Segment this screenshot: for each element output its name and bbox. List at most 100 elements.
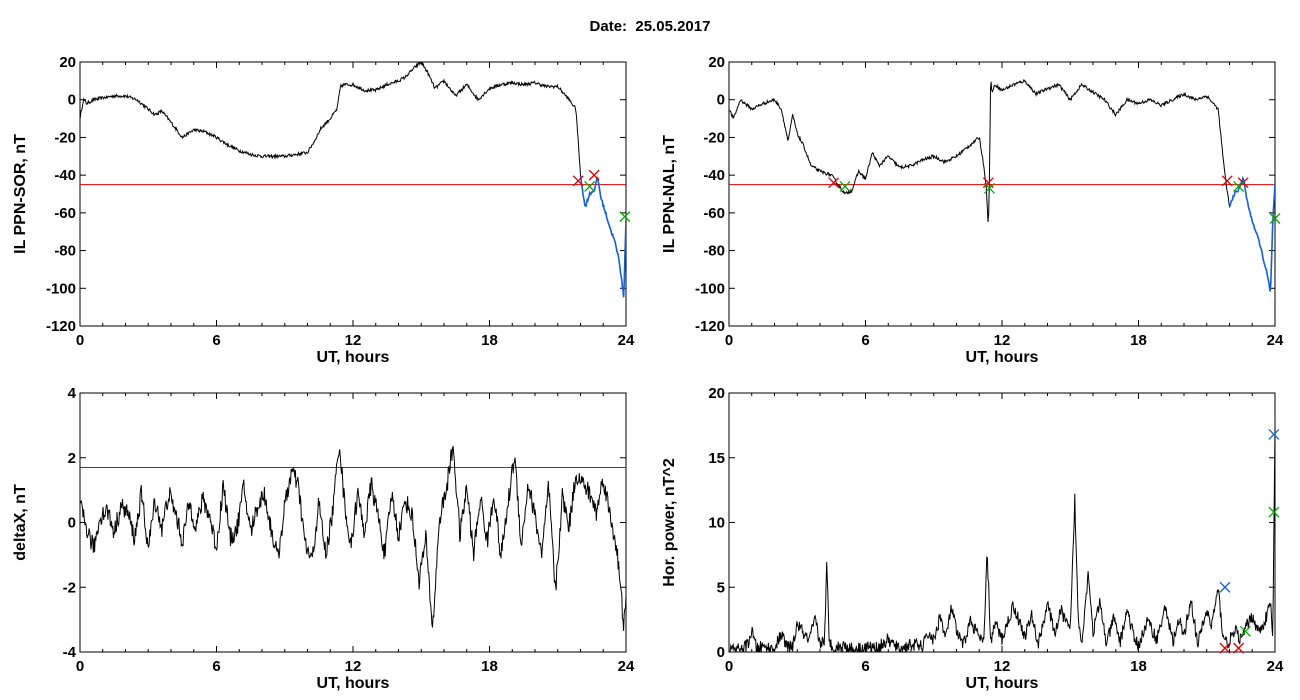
x-tick-label: 12 (345, 332, 362, 349)
event-marker (1233, 642, 1245, 654)
x-tick-label: 24 (618, 658, 635, 675)
y-tick-label: -20 (54, 129, 76, 146)
event-marker-stroke (1219, 642, 1231, 654)
y-tick-label: -120 (46, 318, 76, 335)
x-tick-label: 12 (994, 658, 1011, 675)
event-marker-stroke (619, 211, 631, 223)
x-axis-label: UT, hours (317, 349, 390, 366)
y-tick-label: -4 (63, 644, 77, 661)
y-tick-label: 0 (717, 644, 725, 661)
y-axis-label: IL PPN-SOR, nT (12, 134, 29, 254)
y-axis-label: IL PPN-NAL, nT (661, 135, 678, 253)
x-tick-label: 18 (1130, 332, 1147, 349)
event-marker (588, 169, 600, 181)
y-tick-label: -80 (54, 243, 76, 260)
series-line (80, 445, 626, 631)
plot-frame (728, 392, 1276, 653)
plot-frame (79, 61, 627, 327)
y-tick-label: -20 (703, 129, 725, 146)
x-tick-label: 0 (725, 332, 733, 349)
event-marker-stroke (828, 177, 840, 189)
x-tick-label: 24 (618, 332, 635, 349)
chart-ppn-nal: 0 6 12 18 24 -120 -100 -80 -60 -40 -20 0 20 UT, hours… (661, 54, 1284, 366)
y-tick-label: 0 (68, 515, 76, 532)
x-tick-label: 18 (481, 332, 498, 349)
event-marker-stroke (1221, 175, 1233, 187)
event-marker-stroke (1269, 213, 1281, 224)
event-marker (572, 175, 584, 187)
y-tick-label: -80 (703, 243, 725, 260)
event-marker (1219, 642, 1231, 654)
x-tick-label: 18 (1130, 658, 1147, 675)
x-tick-label: 6 (212, 658, 220, 675)
event-marker-stroke (588, 169, 600, 181)
x-tick-label: 12 (345, 658, 362, 675)
date-title: Date: 25.05.2017 (589, 18, 711, 35)
x-tick-label: 0 (76, 332, 84, 349)
x-axis-label: UT, hours (966, 675, 1039, 692)
x-tick-label: 12 (994, 332, 1011, 349)
y-tick-label: 15 (708, 450, 725, 467)
y-tick-label: -120 (695, 318, 725, 335)
y-tick-label: 0 (68, 92, 76, 109)
y-tick-label: 2 (68, 450, 76, 467)
x-tick-label: 18 (481, 658, 498, 675)
chart-hor-power: 0 6 12 18 24 0 5 10 15 20 UT, hours Hor. power, nT^… (661, 385, 1284, 692)
y-axis-label: deltaX, nT (12, 484, 29, 561)
event-marker-stroke (984, 182, 995, 194)
event-marker-stroke (1268, 428, 1280, 440)
y-tick-label: -60 (703, 205, 725, 222)
y-tick-label: -100 (46, 280, 76, 297)
plot-frame (728, 61, 1276, 327)
event-marker-stroke (982, 177, 994, 189)
series-line (729, 79, 1275, 292)
y-tick-label: 20 (708, 54, 725, 71)
x-tick-label: 6 (212, 332, 220, 349)
event-marker (1221, 175, 1233, 187)
event-marker (1233, 180, 1245, 192)
event-marker (984, 182, 995, 194)
y-tick-label: 20 (708, 385, 725, 402)
x-tick-label: 0 (725, 658, 733, 675)
event-marker-stroke (1239, 625, 1251, 637)
event-marker (1219, 581, 1231, 593)
event-marker-stroke (572, 175, 584, 187)
series-highlight-line (579, 175, 626, 298)
event-marker (584, 180, 596, 192)
y-tick-label: -40 (54, 167, 76, 184)
event-marker (1239, 625, 1251, 637)
y-tick-label: -2 (63, 579, 76, 596)
event-marker (1269, 213, 1281, 224)
x-axis-label: UT, hours (966, 349, 1039, 366)
series-highlight-line (1228, 176, 1275, 292)
event-marker-stroke (1233, 180, 1245, 192)
x-axis-label: UT, hours (317, 675, 390, 692)
x-tick-label: 24 (1267, 332, 1284, 349)
event-marker (619, 211, 631, 223)
x-tick-label: 0 (76, 658, 84, 675)
y-tick-label: 20 (59, 54, 76, 71)
y-tick-label: 0 (717, 92, 725, 109)
x-tick-label: 6 (861, 332, 869, 349)
event-marker-stroke (584, 180, 596, 192)
event-marker-stroke (1268, 506, 1280, 518)
event-marker (1268, 428, 1280, 440)
y-tick-label: -60 (54, 205, 76, 222)
chart-ppn-sor: 0 6 12 18 24 -120 -100 -80 -60 -40 -20 0 20 UT, hours… (12, 54, 635, 366)
event-marker-stroke (839, 180, 851, 192)
event-marker-stroke (1219, 581, 1231, 593)
y-tick-label: 4 (68, 385, 77, 402)
event-marker (828, 177, 840, 189)
event-marker-stroke (1233, 642, 1245, 654)
y-tick-label: -40 (703, 167, 725, 184)
series-line (80, 62, 626, 298)
event-marker (839, 180, 851, 192)
y-tick-label: 10 (708, 515, 725, 532)
x-tick-label: 6 (861, 658, 869, 675)
event-marker (1268, 506, 1280, 518)
series-line (729, 427, 1275, 652)
y-tick-label: -100 (695, 280, 725, 297)
y-tick-label: 5 (717, 579, 725, 596)
